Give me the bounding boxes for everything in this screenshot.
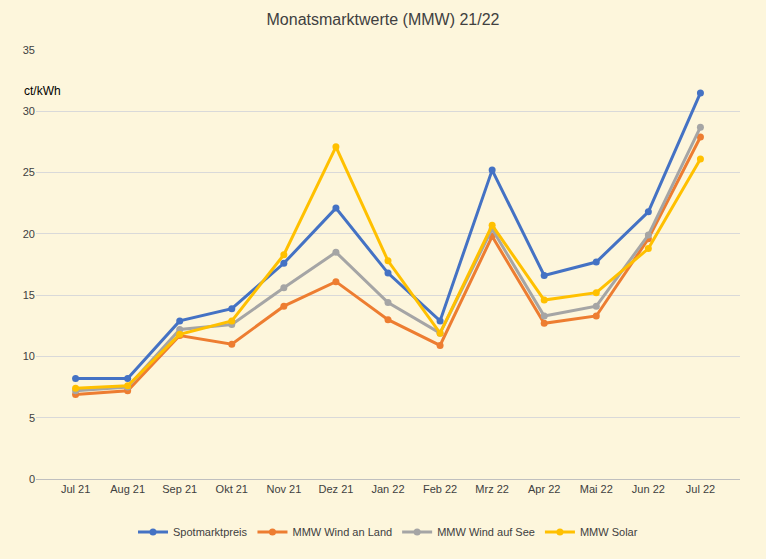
- svg-text:30: 30: [23, 105, 35, 117]
- svg-text:MMW Wind auf See: MMW Wind auf See: [437, 526, 535, 538]
- svg-text:Okt 21: Okt 21: [216, 483, 248, 495]
- svg-text:Jul 21: Jul 21: [61, 483, 90, 495]
- svg-text:10: 10: [23, 350, 35, 362]
- svg-text:Aug 21: Aug 21: [110, 483, 145, 495]
- svg-text:Sep 21: Sep 21: [162, 483, 197, 495]
- svg-text:5: 5: [29, 412, 35, 424]
- svg-text:Jun 22: Jun 22: [632, 483, 665, 495]
- svg-text:Apr 22: Apr 22: [528, 483, 560, 495]
- svg-text:Dez 21: Dez 21: [319, 483, 354, 495]
- svg-text:ct/kWh: ct/kWh: [24, 84, 61, 98]
- svg-text:Jul 22: Jul 22: [686, 483, 715, 495]
- svg-text:15: 15: [23, 289, 35, 301]
- svg-text:Mai 22: Mai 22: [580, 483, 613, 495]
- svg-text:Mrz 22: Mrz 22: [475, 483, 509, 495]
- svg-text:Jan 22: Jan 22: [371, 483, 404, 495]
- svg-text:Spotmarktpreis: Spotmarktpreis: [173, 526, 247, 538]
- svg-text:Nov 21: Nov 21: [266, 483, 301, 495]
- svg-text:Feb 22: Feb 22: [423, 483, 457, 495]
- svg-text:MMW Wind an Land: MMW Wind an Land: [292, 526, 392, 538]
- svg-text:MMW Solar: MMW Solar: [580, 526, 638, 538]
- svg-text:20: 20: [23, 228, 35, 240]
- svg-text:Monatsmarktwerte (MMW) 21/22: Monatsmarktwerte (MMW) 21/22: [267, 11, 500, 28]
- svg-text:25: 25: [23, 166, 35, 178]
- svg-text:35: 35: [23, 44, 35, 56]
- svg-text:0: 0: [29, 473, 35, 485]
